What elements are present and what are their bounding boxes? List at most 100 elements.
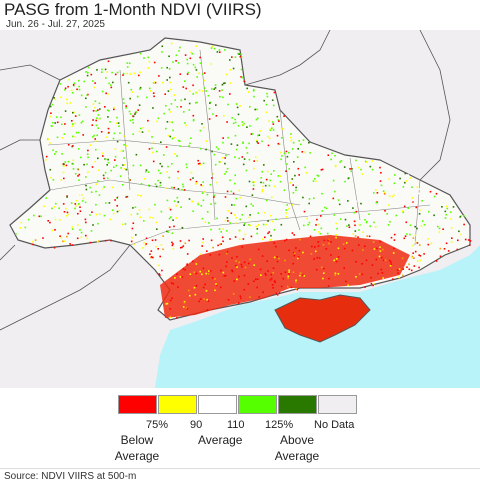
ndvi-pixel xyxy=(344,218,347,221)
ndvi-pixel xyxy=(234,182,236,185)
ndvi-pixel xyxy=(299,238,301,241)
ndvi-pixel xyxy=(348,170,350,172)
ndvi-pixel xyxy=(172,283,175,285)
ndvi-pixel xyxy=(186,166,188,169)
ndvi-pixel xyxy=(224,173,226,175)
ndvi-pixel xyxy=(168,226,171,228)
ndvi-pixel xyxy=(280,151,282,154)
ndvi-pixel xyxy=(212,113,214,115)
ndvi-pixel xyxy=(53,246,56,249)
ndvi-pixel xyxy=(203,87,206,89)
ndvi-pixel xyxy=(95,148,97,151)
ndvi-pixel xyxy=(226,121,228,123)
ndvi-pixel xyxy=(78,114,81,116)
ndvi-pixel xyxy=(394,174,396,176)
ndvi-pixel xyxy=(102,155,104,157)
ndvi-pixel xyxy=(122,164,124,166)
ndvi-pixel xyxy=(376,192,379,194)
ndvi-pixel xyxy=(226,252,228,255)
ndvi-pixel xyxy=(295,247,297,249)
ndvi-pixel xyxy=(234,134,237,137)
ndvi-pixel xyxy=(174,153,176,155)
ndvi-pixel xyxy=(111,175,113,178)
ndvi-pixel xyxy=(320,266,323,269)
ndvi-pixel xyxy=(401,201,404,204)
ndvi-pixel xyxy=(330,158,332,161)
ndvi-pixel xyxy=(198,72,200,74)
ndvi-pixel xyxy=(166,121,169,123)
ndvi-pixel xyxy=(95,183,98,185)
ndvi-pixel xyxy=(65,164,68,167)
ndvi-pixel xyxy=(340,160,343,162)
ndvi-pixel xyxy=(168,55,170,58)
ndvi-pixel xyxy=(216,217,218,220)
ndvi-pixel xyxy=(420,225,423,227)
ndvi-pixel xyxy=(412,201,414,203)
ndvi-pixel xyxy=(127,175,129,177)
ndvi-pixel xyxy=(229,222,231,224)
ndvi-pixel xyxy=(191,200,193,202)
ndvi-pixel xyxy=(108,202,111,204)
ndvi-pixel xyxy=(266,135,269,138)
ndvi-pixel xyxy=(320,215,322,217)
ndvi-pixel xyxy=(32,240,34,243)
ndvi-pixel xyxy=(189,178,192,181)
ndvi-pixel xyxy=(177,139,180,142)
ndvi-pixel xyxy=(379,166,381,169)
ndvi-pixel xyxy=(355,276,357,278)
ndvi-pixel xyxy=(315,268,318,271)
ndvi-pixel xyxy=(192,200,194,203)
ndvi-pixel xyxy=(73,82,76,84)
ndvi-pixel xyxy=(67,160,70,163)
ndvi-pixel xyxy=(411,255,414,258)
ndvi-pixel xyxy=(83,179,85,182)
ndvi-pixel xyxy=(150,250,153,252)
ndvi-pixel xyxy=(377,193,380,196)
ndvi-pixel xyxy=(138,74,140,77)
ndvi-pixel xyxy=(153,81,156,83)
ndvi-pixel xyxy=(248,142,250,145)
ndvi-pixel xyxy=(376,247,378,250)
ndvi-pixel xyxy=(61,123,63,126)
ndvi-pixel xyxy=(139,71,141,74)
ndvi-pixel xyxy=(292,271,295,274)
ndvi-pixel xyxy=(78,88,81,91)
ndvi-pixel xyxy=(125,107,127,109)
ndvi-pixel xyxy=(147,119,149,122)
ndvi-pixel xyxy=(97,114,100,116)
ndvi-pixel xyxy=(179,276,182,278)
ndvi-pixel xyxy=(272,104,275,107)
ndvi-pixel xyxy=(277,142,280,145)
ndvi-pixel xyxy=(253,89,255,91)
ndvi-pixel xyxy=(268,137,271,140)
ndvi-pixel xyxy=(92,80,94,82)
ndvi-pixel xyxy=(460,233,462,236)
ndvi-pixel xyxy=(231,117,233,119)
ndvi-pixel xyxy=(281,155,283,157)
ndvi-pixel xyxy=(240,76,242,78)
ndvi-pixel xyxy=(264,208,266,210)
ndvi-pixel xyxy=(87,171,89,174)
ndvi-pixel xyxy=(237,125,240,127)
ndvi-pixel xyxy=(353,211,356,214)
ndvi-pixel xyxy=(388,259,391,262)
ndvi-pixel xyxy=(379,204,381,207)
ndvi-pixel xyxy=(285,216,288,218)
ndvi-pixel xyxy=(234,118,236,121)
ndvi-pixel xyxy=(409,177,412,179)
ndvi-pixel xyxy=(384,259,387,261)
ndvi-pixel xyxy=(86,237,89,240)
ndvi-pixel xyxy=(32,243,34,246)
ndvi-pixel xyxy=(47,220,49,222)
ndvi-pixel xyxy=(181,226,184,229)
ndvi-pixel xyxy=(192,114,195,117)
ndvi-pixel xyxy=(148,148,151,150)
ndvi-pixel xyxy=(278,257,280,260)
ndvi-pixel xyxy=(265,111,268,114)
ndvi-pixel xyxy=(309,152,311,154)
ndvi-pixel xyxy=(352,233,355,235)
ndvi-pixel xyxy=(226,190,229,193)
ndvi-pixel xyxy=(317,175,320,177)
ndvi-pixel xyxy=(119,175,122,177)
ndvi-pixel xyxy=(49,105,52,108)
